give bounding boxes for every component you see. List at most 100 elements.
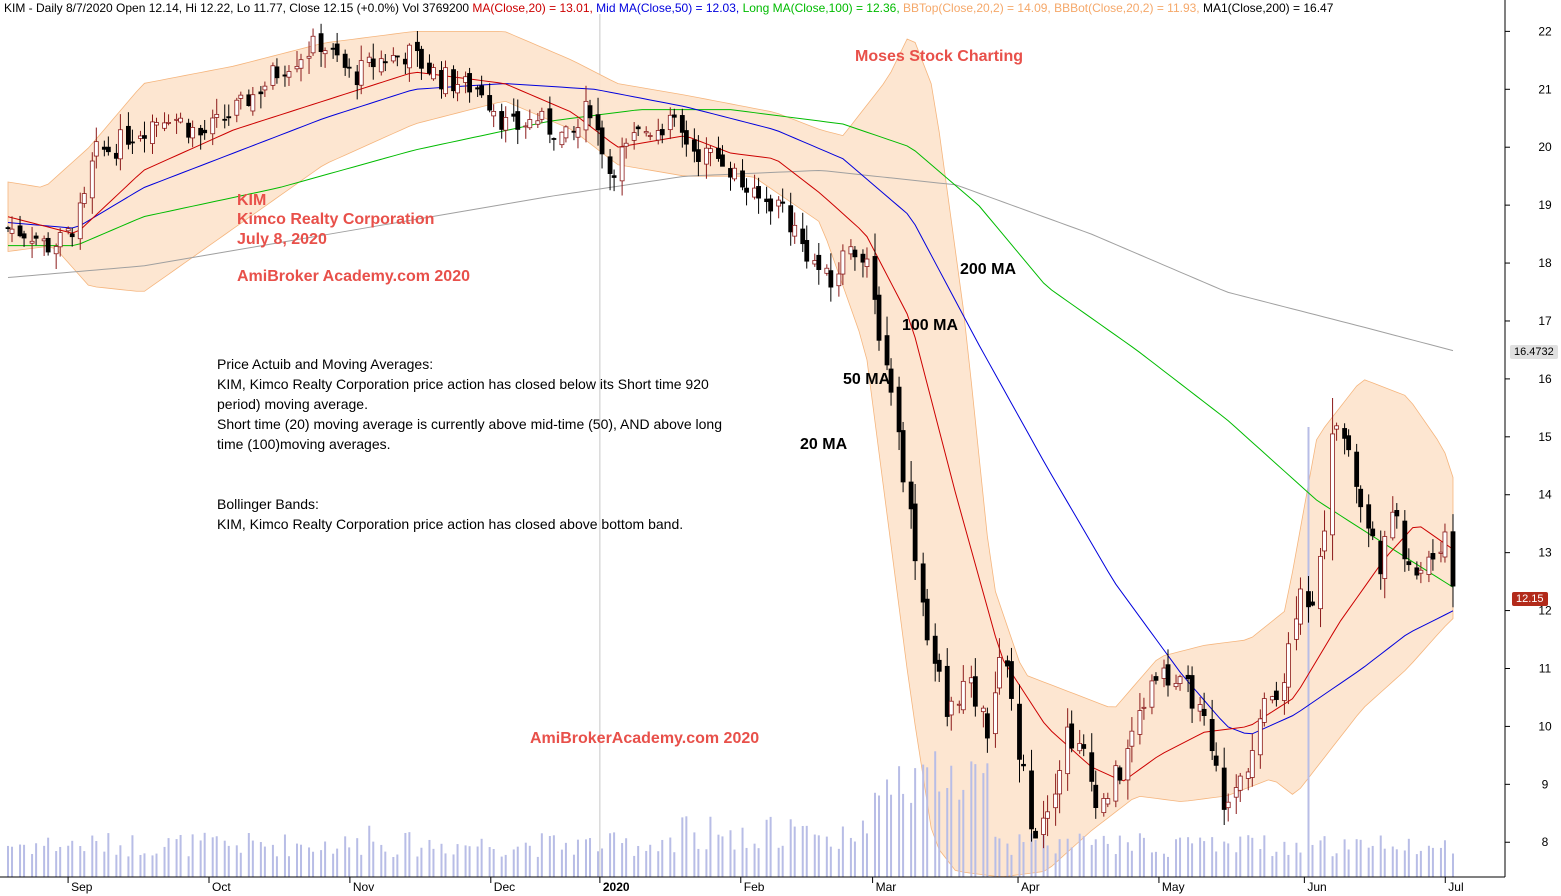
volume-bar [982,773,985,877]
volume-bar [657,851,660,877]
candle-body [1129,730,1135,747]
candle-body [370,58,376,68]
volume-bar [211,837,214,877]
volume-bar [227,845,230,877]
volume-bar [1247,835,1250,877]
volume-bar [1263,835,1266,877]
volume-bar [1162,853,1165,877]
candle-body [1298,588,1303,625]
candle-body [294,66,300,70]
y-tick-label: 8 [1542,835,1549,849]
candle-body [415,41,420,52]
candle-body [210,117,216,135]
volume-bar [886,779,889,877]
volume-bar [187,856,190,877]
candle-body [9,228,15,234]
volume-bar [813,834,816,877]
candle-body [57,232,63,248]
volume-bar [669,837,672,877]
volume-bar [1102,835,1105,877]
candle-body [186,122,192,138]
volume-bar [47,837,50,877]
candle-body [659,129,665,136]
candle-body [1261,698,1267,723]
candle-body [1069,723,1075,749]
candle-body [920,563,926,603]
volume-bar [645,850,648,877]
volume-bar [994,836,997,877]
close-value-badge: 12.15 [1512,592,1548,606]
candle-body [864,258,870,267]
volume-bar [998,838,1001,877]
volume-bar [167,838,170,877]
x-tick-label: Sep [71,880,93,894]
bb-commentary-line: KIM, Kimco Realty Corporation price acti… [217,516,684,532]
volume-bar [717,834,720,877]
volume-bar [1030,833,1033,877]
candle-body [390,55,396,62]
volume-bar [440,843,443,877]
y-tick-label: 21 [1538,82,1552,96]
candle-body [611,175,617,178]
volume-bar [504,854,507,877]
candle-body [1201,708,1207,717]
candle-body [1117,767,1123,781]
volume-bar [733,849,736,877]
candle-body [515,111,521,130]
volume-bar [295,843,298,877]
candle-body [298,59,304,69]
candle-body [1438,551,1444,554]
volume-bar [777,847,780,877]
volume-bar [781,845,784,877]
volume-bar [107,833,110,877]
volume-bar [1046,845,1049,877]
volume-bar [1126,842,1129,877]
volume-bar [464,845,467,877]
candle-body [126,125,131,145]
candle-body [451,69,456,92]
candle-body [1286,643,1291,688]
volume-bar [621,843,624,877]
volume-bar [1054,853,1057,877]
volume-bar [55,851,58,877]
volume-bars [7,427,1454,877]
volume-bar [1419,850,1422,877]
volume-bar [115,854,118,877]
volume-bar [1239,836,1242,877]
volume-bar [1355,839,1358,877]
volume-bar [275,856,278,877]
volume-bar [408,832,411,877]
candle-body [138,135,143,139]
candle-body [154,122,159,126]
volume-bar [589,838,592,877]
volume-bar [396,854,399,877]
volume-bar [922,764,925,877]
candle-body [956,703,962,706]
ma-commentary-line: Price Actuib and Moving Averages: [217,356,434,372]
candle-body [840,250,846,275]
candle-body [378,58,384,73]
candle-body [704,147,709,165]
candle-body [463,76,468,83]
volume-bar [31,853,34,877]
candle-body [788,205,794,233]
x-tick-label: Mar [876,880,897,894]
candle-body [45,237,51,253]
candle-body [394,55,400,58]
volume-bar [1199,837,1202,877]
candle-body [740,170,745,188]
volume-bar [263,846,266,877]
volume-bar [649,844,652,877]
volume-bar [500,856,503,877]
candle-body [101,146,107,150]
y-tick-label: 11 [1539,661,1552,675]
candle-body [1221,767,1227,810]
y-tick-label: 9 [1542,777,1549,791]
candle-body [896,386,902,433]
volume-bar [131,835,134,877]
candle-body [190,127,196,139]
volume-bar [23,844,26,877]
candle-body [732,167,737,180]
candle-body [77,202,83,240]
volume-bar [1431,847,1434,877]
